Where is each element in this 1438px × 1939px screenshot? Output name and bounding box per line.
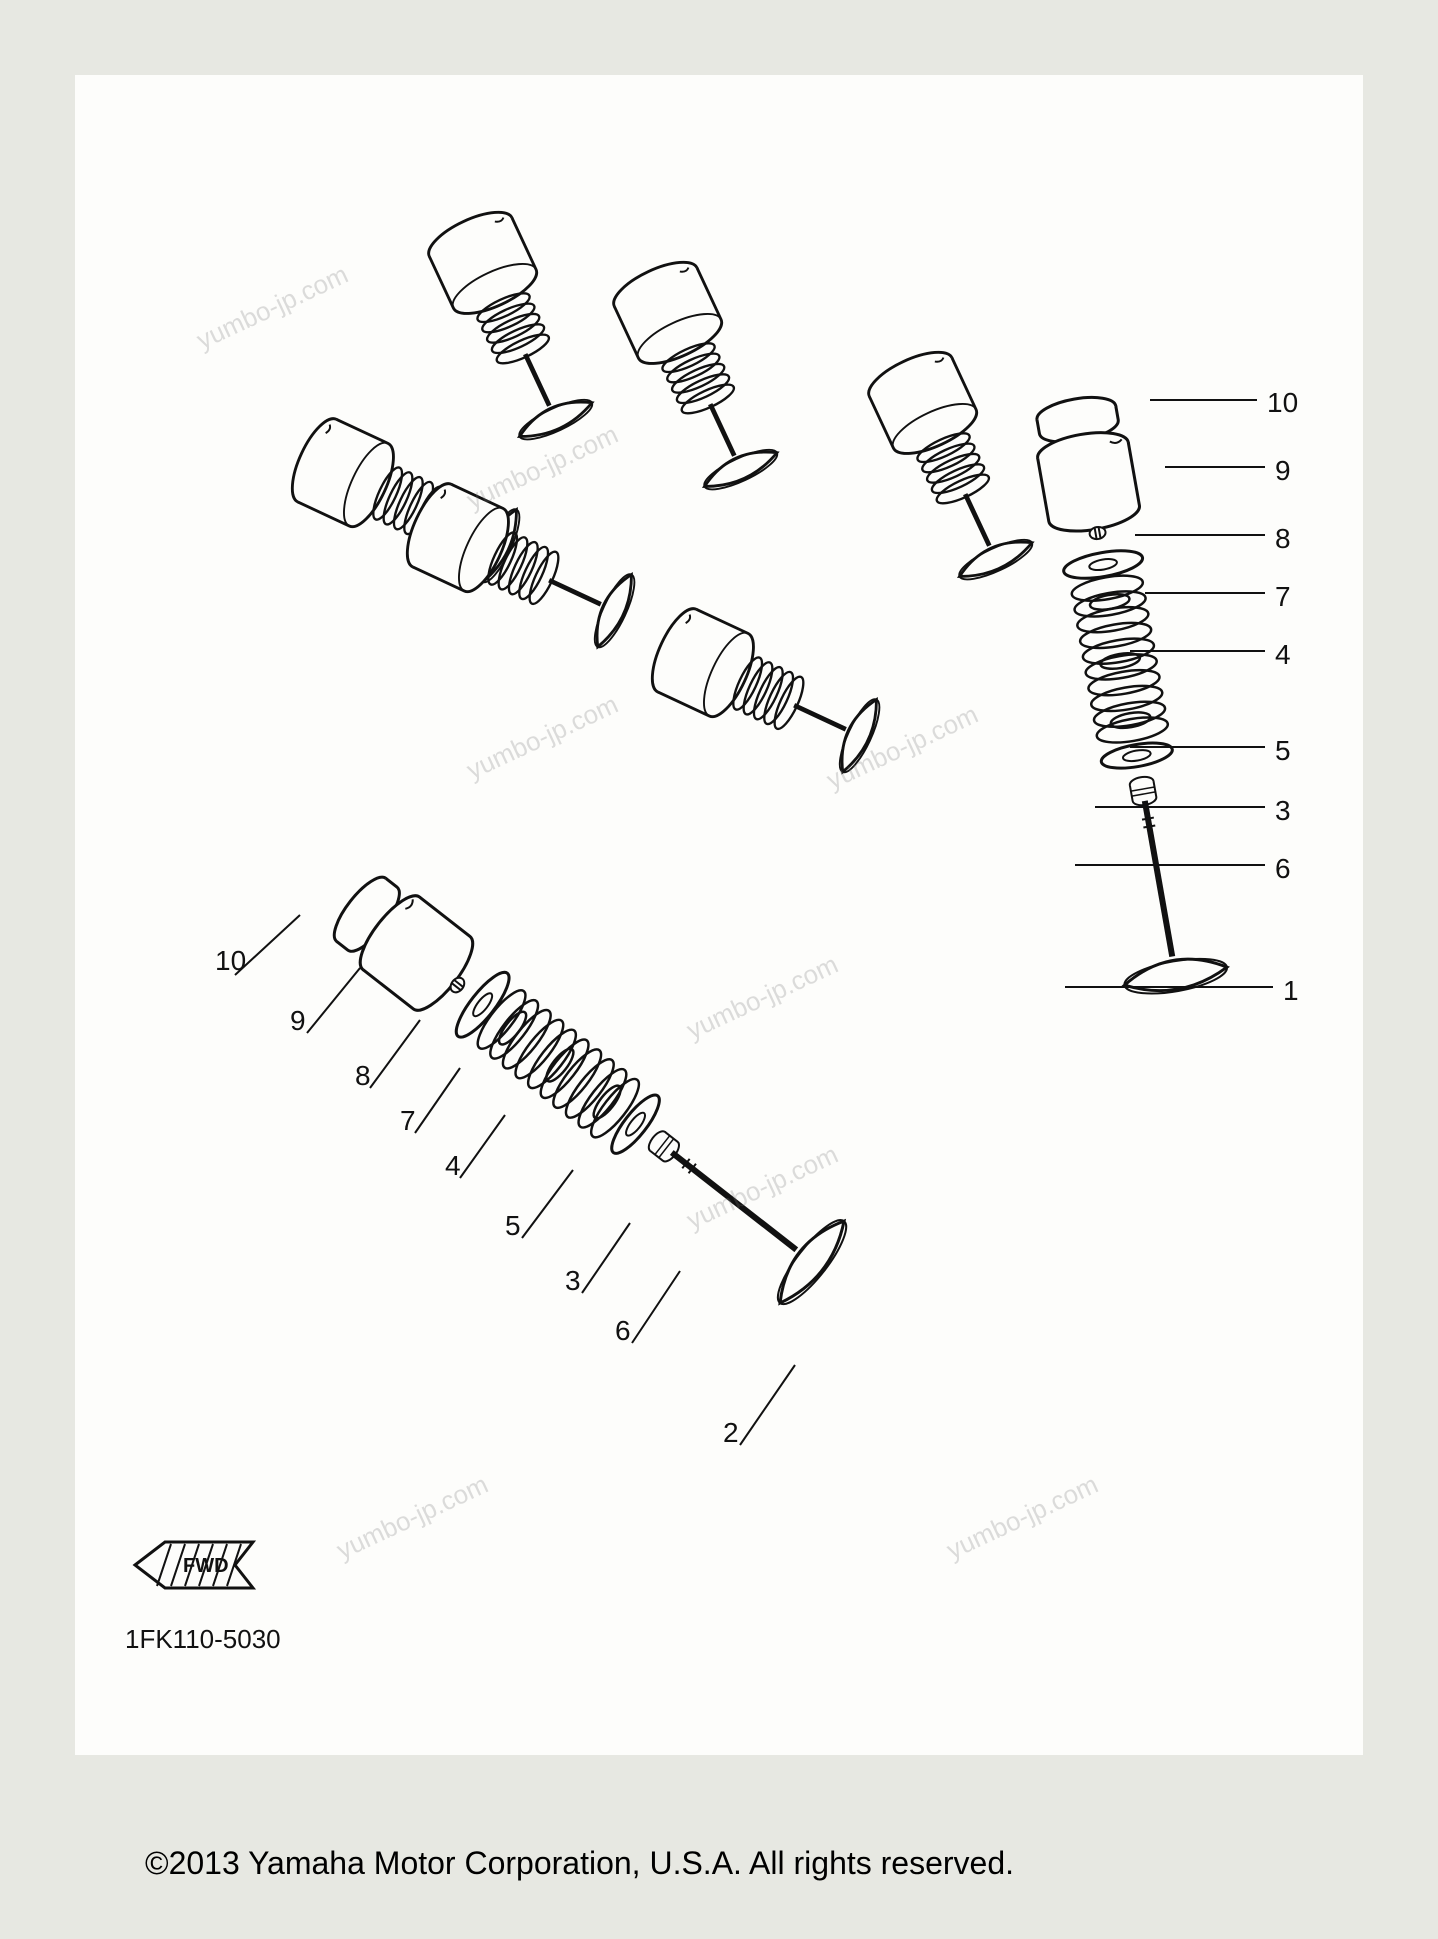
valve-assembly-exploded (1023, 390, 1230, 1000)
valve-assembly (422, 202, 602, 449)
callout-number: 9 (290, 1005, 306, 1037)
callout-number: 10 (215, 945, 246, 977)
leader-line (415, 1068, 460, 1133)
callout-number: 6 (615, 1315, 631, 1347)
callout-number: 7 (400, 1105, 416, 1137)
callout-number: 6 (1275, 853, 1291, 885)
callout-number: 3 (565, 1265, 581, 1297)
leader-line (582, 1223, 630, 1293)
diagram-ref-code: 1FK110-5030 (125, 1624, 281, 1655)
parts-diagram-svg (75, 75, 1363, 1755)
callout-number: 8 (1275, 523, 1291, 555)
valve-assembly (642, 602, 889, 782)
fwd-direction-badge: FWD (125, 1530, 265, 1605)
leader-line (460, 1115, 505, 1178)
callout-number: 10 (1267, 387, 1298, 419)
leader-line (632, 1271, 680, 1343)
diagram-panel: 10987453611098745362 yumbo-jp.comyumbo-j… (75, 75, 1363, 1755)
copyright-text: ©2013 Yamaha Motor Corporation, U.S.A. A… (145, 1845, 1014, 1882)
callout-number: 5 (505, 1210, 521, 1242)
callout-number: 1 (1283, 975, 1299, 1007)
fwd-label: FWD (183, 1555, 229, 1577)
leader-line (522, 1170, 573, 1238)
callout-number: 7 (1275, 581, 1291, 613)
valve-assembly (862, 342, 1042, 589)
valve-assembly-exploded (318, 860, 856, 1312)
callout-number: 4 (445, 1150, 461, 1182)
callout-number: 4 (1275, 639, 1291, 671)
callout-number: 9 (1275, 455, 1291, 487)
valve-assembly (397, 477, 644, 657)
leader-line (307, 968, 360, 1033)
leader-line (740, 1365, 795, 1445)
callout-number: 3 (1275, 795, 1291, 827)
callout-number: 5 (1275, 735, 1291, 767)
leader-line (370, 1020, 420, 1088)
valve-assembly (607, 252, 787, 499)
callout-number: 2 (723, 1417, 739, 1449)
callout-number: 8 (355, 1060, 371, 1092)
